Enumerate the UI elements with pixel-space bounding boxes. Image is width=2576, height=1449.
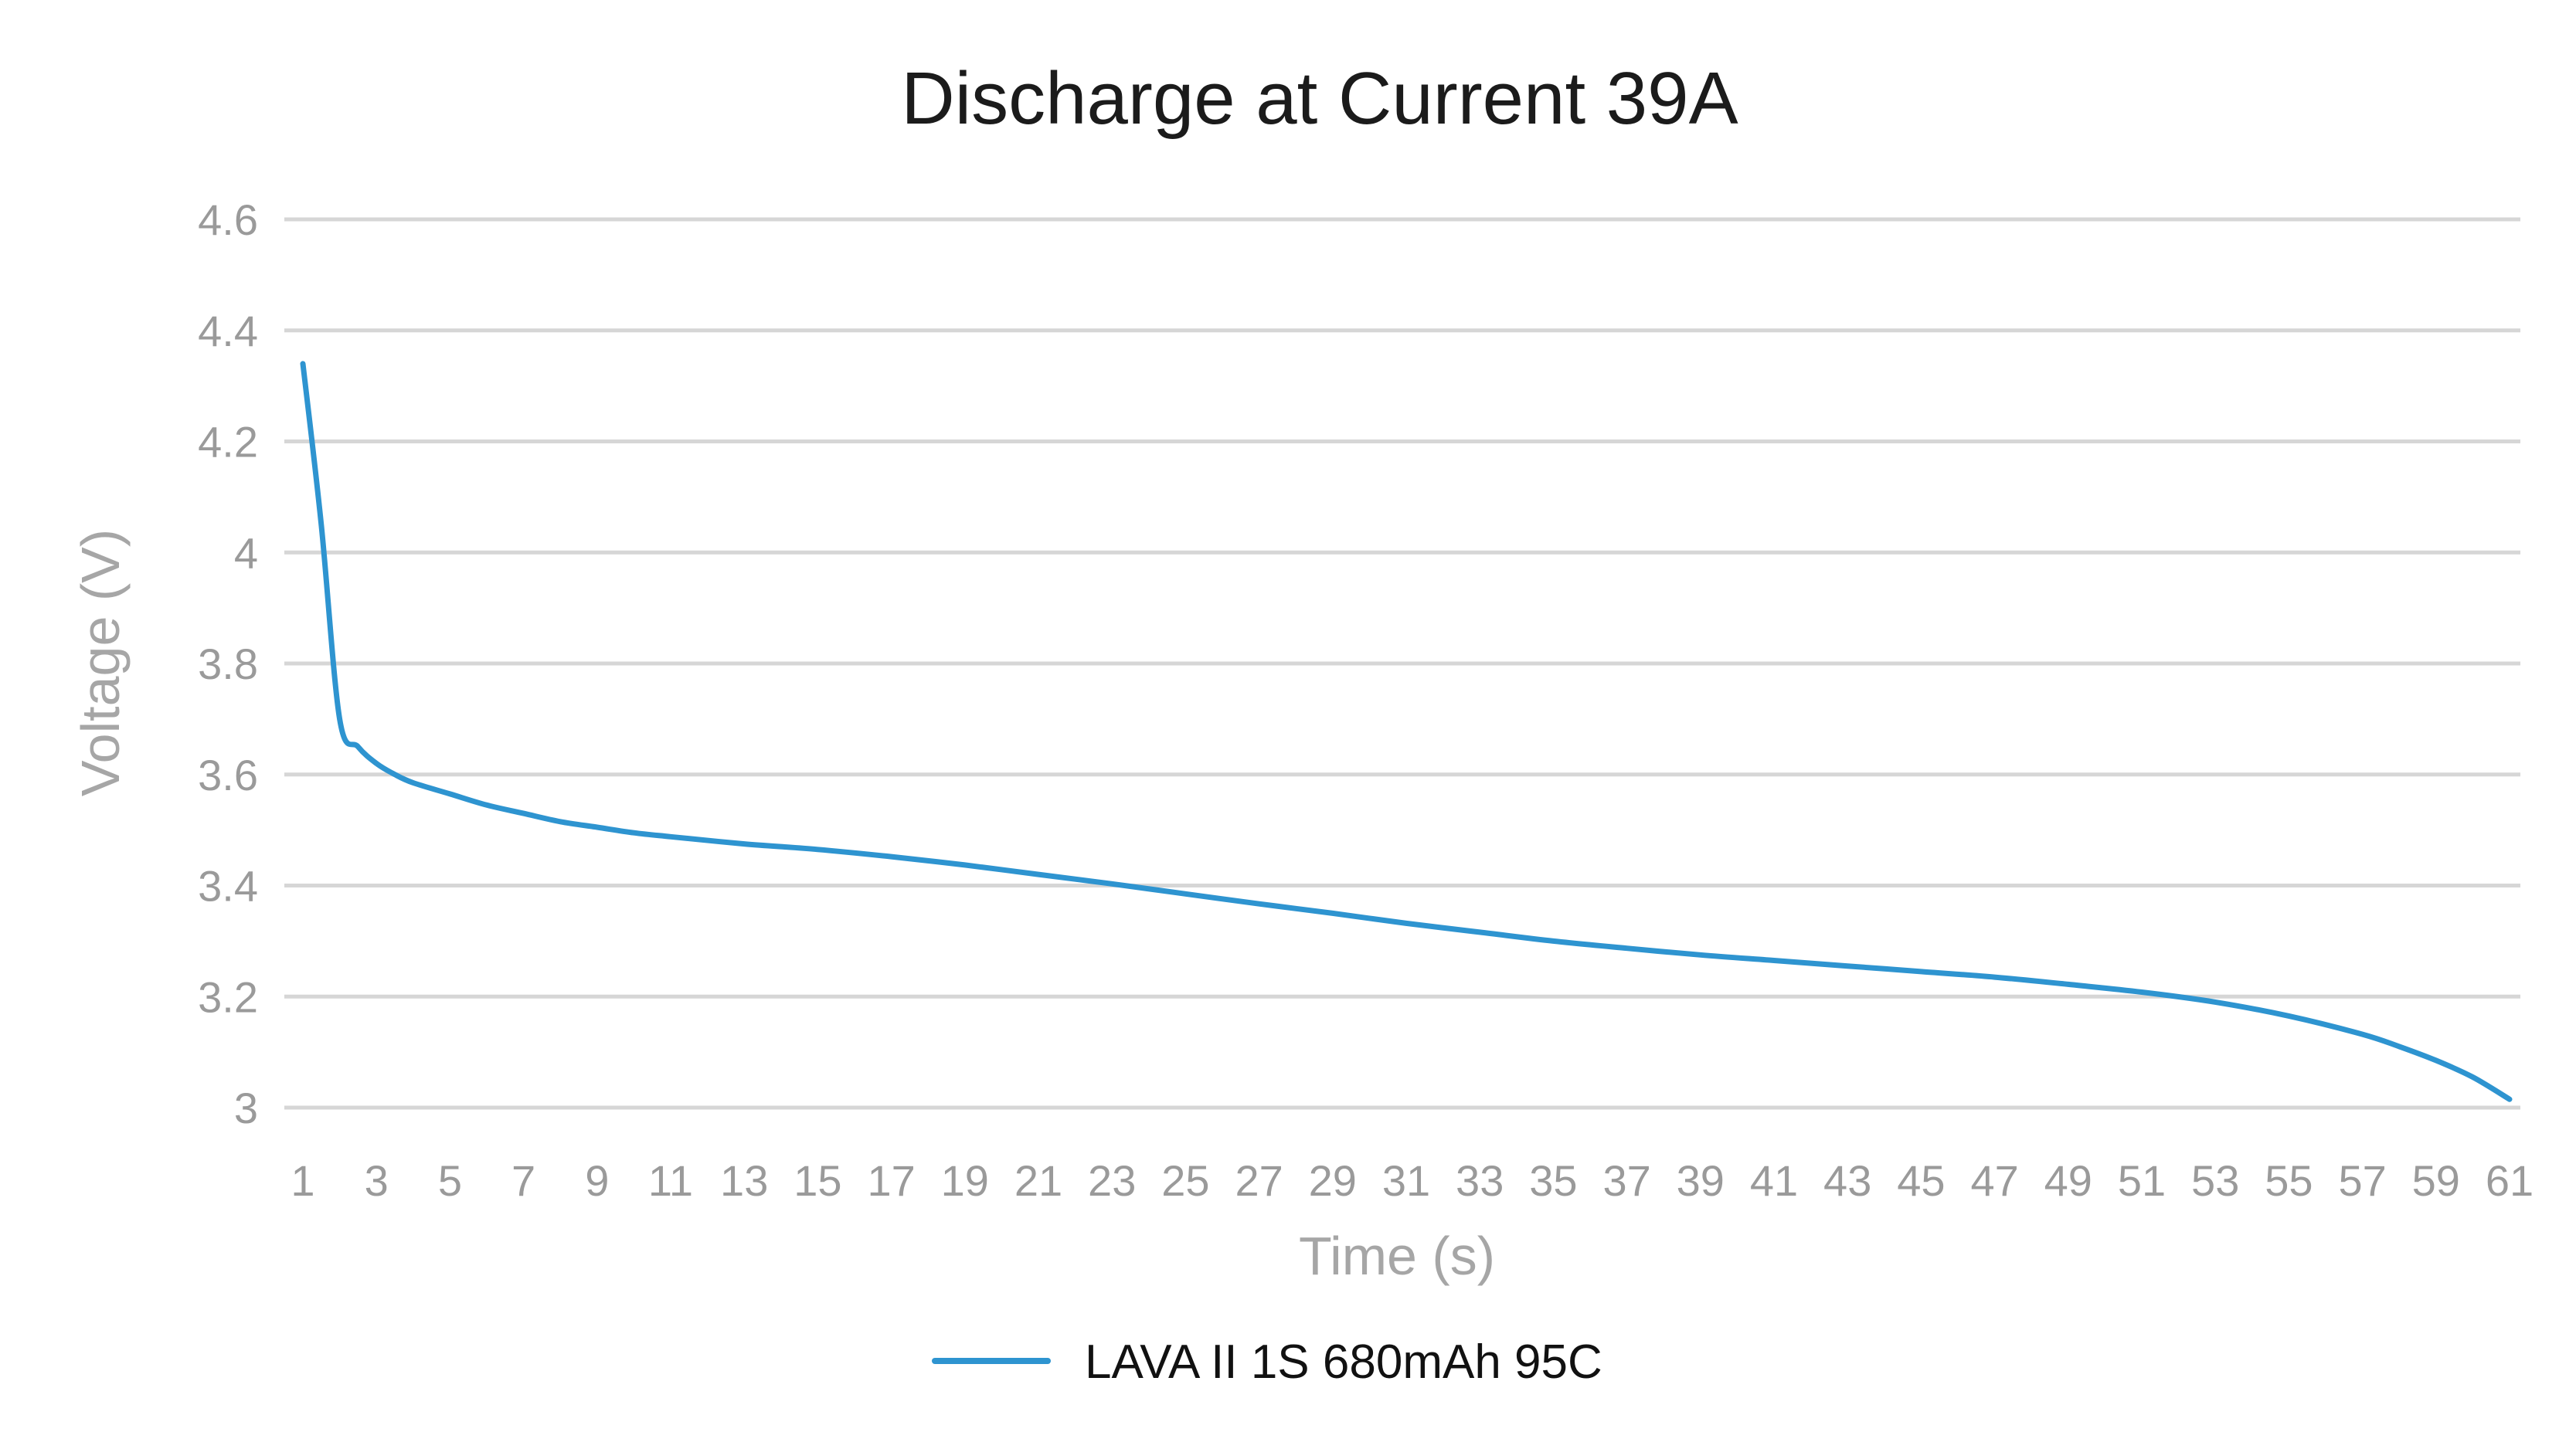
x-tick-label: 53	[2191, 1156, 2239, 1205]
x-axis-title: Time (s)	[1299, 1226, 1495, 1286]
y-tick-label: 3.8	[198, 640, 258, 688]
x-tick-label: 31	[1382, 1156, 1430, 1205]
y-axis-title: Voltage (V)	[70, 529, 131, 796]
chart-title: Discharge at Current 39A	[901, 57, 1738, 140]
y-tick-label: 4	[234, 528, 258, 577]
x-tick-label: 51	[2118, 1156, 2166, 1205]
x-tick-label: 21	[1014, 1156, 1062, 1205]
gridlines	[284, 217, 2520, 1110]
x-tick-label: 13	[720, 1156, 768, 1205]
y-tick-label: 3.4	[198, 862, 258, 911]
x-tick-label: 33	[1456, 1156, 1504, 1205]
y-tick-label: 3.2	[198, 972, 258, 1021]
y-tick-label: 4.2	[198, 418, 258, 467]
x-tick-label: 1	[291, 1156, 314, 1205]
legend: LAVA II 1S 680mAh 95C	[932, 1335, 1602, 1389]
x-axis-ticks: 1 3 5 7 9 11 13 15 17 19 21 23 25 27 29 31 33 35 37 39 41 43 4…	[291, 1156, 2534, 1205]
x-tick-label: 5	[438, 1156, 462, 1205]
x-tick-label: 39	[1677, 1156, 1725, 1205]
x-tick-label: 7	[511, 1156, 535, 1205]
x-tick-label: 61	[2486, 1156, 2534, 1205]
x-tick-label: 45	[1897, 1156, 1945, 1205]
x-tick-label: 15	[794, 1156, 841, 1205]
x-tick-label: 11	[648, 1156, 693, 1205]
x-tick-label: 49	[2044, 1156, 2092, 1205]
y-tick-label: 3.6	[198, 751, 258, 799]
x-tick-label: 17	[867, 1156, 915, 1205]
x-tick-label: 3	[365, 1156, 389, 1205]
y-axis-ticks: 3 3.2 3.4 3.6 3.8 4 4.2 4.4 4.6	[198, 195, 258, 1132]
series-line-0	[300, 361, 2513, 1102]
x-tick-label: 35	[1529, 1156, 1577, 1205]
y-tick-label: 3	[234, 1084, 258, 1132]
x-tick-label: 19	[941, 1156, 989, 1205]
legend-label: LAVA II 1S 680mAh 95C	[1085, 1335, 1602, 1389]
x-tick-label: 23	[1088, 1156, 1136, 1205]
x-tick-label: 43	[1823, 1156, 1871, 1205]
y-tick-label: 4.4	[198, 307, 258, 355]
y-tick-label: 4.6	[198, 195, 258, 244]
x-tick-label: 55	[2265, 1156, 2313, 1205]
x-tick-label: 47	[1970, 1156, 2018, 1205]
x-tick-label: 41	[1750, 1156, 1798, 1205]
x-tick-label: 57	[2338, 1156, 2386, 1205]
x-tick-label: 59	[2412, 1156, 2460, 1205]
series-lines	[300, 361, 2513, 1102]
x-tick-label: 9	[585, 1156, 609, 1205]
x-tick-label: 25	[1161, 1156, 1209, 1205]
x-tick-label: 27	[1235, 1156, 1283, 1205]
x-tick-label: 37	[1602, 1156, 1650, 1205]
x-tick-label: 29	[1309, 1156, 1357, 1205]
